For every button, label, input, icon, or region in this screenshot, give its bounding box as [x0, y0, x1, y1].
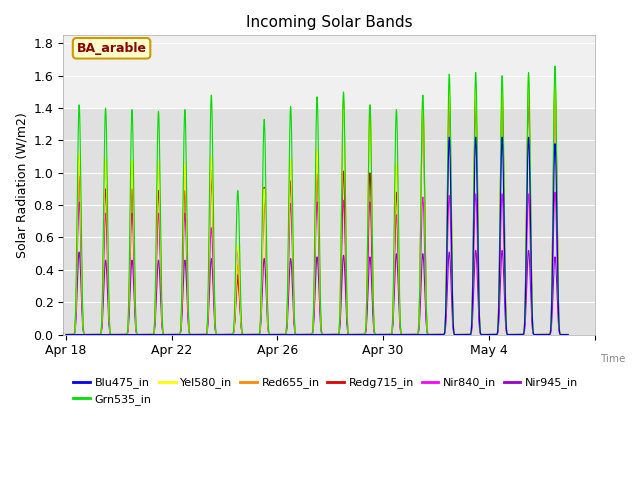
- Text: Time: Time: [600, 354, 625, 364]
- Text: BA_arable: BA_arable: [77, 42, 147, 55]
- Title: Incoming Solar Bands: Incoming Solar Bands: [246, 15, 412, 30]
- Y-axis label: Solar Radiation (W/m2): Solar Radiation (W/m2): [15, 112, 28, 258]
- Bar: [63, 36, 595, 108]
- Legend: Blu475_in, Grn535_in, Yel580_in, Red655_in, Redg715_in, Nir840_in, Nir945_in: Blu475_in, Grn535_in, Yel580_in, Red655_…: [69, 373, 582, 409]
